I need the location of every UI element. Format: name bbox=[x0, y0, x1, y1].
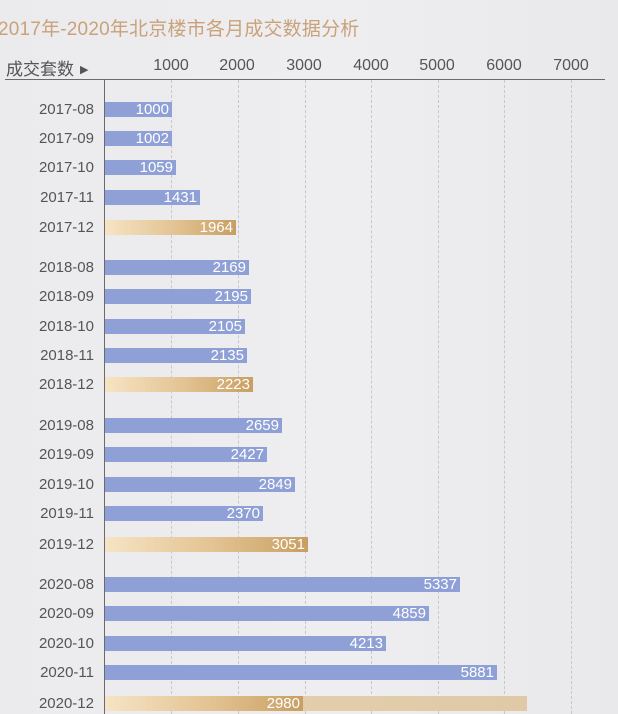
bar-value-label: 1431 bbox=[163, 189, 197, 206]
bar-december: 3051 bbox=[105, 536, 308, 553]
x-axis-line bbox=[5, 79, 605, 80]
category-label: 2020-11 bbox=[40, 664, 94, 681]
category-label: 2017-10 bbox=[38, 159, 94, 176]
category-label: 2017-11 bbox=[40, 189, 94, 206]
bar-value-label: 2659 bbox=[245, 417, 279, 434]
category-label: 2018-12 bbox=[38, 376, 94, 393]
bar-value-label: 4213 bbox=[349, 635, 383, 652]
bar: 2169 bbox=[105, 259, 249, 276]
category-label: 2018-11 bbox=[40, 347, 94, 364]
bar: 1002 bbox=[105, 130, 172, 147]
category-label: 2019-11 bbox=[40, 505, 94, 522]
chart-title: 2017年-2020年北京楼市各月成交数据分析 bbox=[0, 19, 360, 40]
bar-value-label: 2105 bbox=[208, 318, 242, 335]
triangle-right-icon: ▶ bbox=[80, 64, 89, 76]
bar-value-label: 1000 bbox=[135, 101, 169, 118]
bar: 2105 bbox=[105, 318, 245, 335]
x-tick: 3000 bbox=[286, 57, 322, 74]
bar: 2659 bbox=[105, 417, 282, 434]
bar: 5881 bbox=[105, 664, 497, 681]
bar-december: 1964 bbox=[105, 219, 236, 236]
bar: 1431 bbox=[105, 189, 200, 206]
bar-value-label: 4859 bbox=[392, 605, 426, 622]
bar-value-label: 5881 bbox=[460, 664, 494, 681]
y-axis-header: 成交套数 ▶ bbox=[6, 55, 88, 80]
gridline bbox=[171, 80, 172, 714]
gridline bbox=[571, 80, 572, 714]
x-tick: 2000 bbox=[219, 57, 255, 74]
category-label: 2017-12 bbox=[38, 219, 94, 236]
bar: 2135 bbox=[105, 347, 247, 364]
category-label: 2019-10 bbox=[38, 476, 94, 493]
bar-december: 2223 bbox=[105, 376, 253, 393]
category-label: 2017-09 bbox=[38, 130, 94, 147]
category-label: 2018-08 bbox=[38, 259, 94, 276]
bar: 4213 bbox=[105, 635, 386, 652]
bar: 1059 bbox=[105, 159, 176, 176]
category-label: 2020-09 bbox=[38, 605, 94, 622]
category-label: 2018-10 bbox=[38, 318, 94, 335]
x-tick: 4000 bbox=[353, 57, 389, 74]
category-label: 2017-08 bbox=[38, 101, 94, 118]
bar-value-label: 3051 bbox=[271, 536, 305, 553]
bar-value-label: 1002 bbox=[135, 130, 169, 147]
category-label: 2019-09 bbox=[38, 446, 94, 463]
bar-value-label: 1964 bbox=[199, 219, 233, 236]
gridline bbox=[438, 80, 439, 714]
category-label: 2018-09 bbox=[38, 288, 94, 305]
category-label: 2020-10 bbox=[38, 635, 94, 652]
y-axis-line bbox=[104, 80, 105, 714]
gridline bbox=[371, 80, 372, 714]
bar-value-label: 2370 bbox=[226, 505, 260, 522]
bar-value-label: 2169 bbox=[212, 259, 246, 276]
x-tick: 5000 bbox=[419, 57, 455, 74]
category-label: 2019-12 bbox=[38, 536, 94, 553]
x-tick: 7000 bbox=[553, 57, 589, 74]
x-tick: 6000 bbox=[486, 57, 522, 74]
bar: 1000 bbox=[105, 101, 172, 118]
category-label: 2020-08 bbox=[38, 576, 94, 593]
bar-value-label: 5337 bbox=[423, 576, 457, 593]
bar: 2370 bbox=[105, 505, 263, 522]
y-axis-header-label: 成交套数 bbox=[6, 60, 74, 79]
bar-value-label: 2980 bbox=[266, 695, 300, 712]
bar: 2849 bbox=[105, 476, 295, 493]
category-label: 2020-12 bbox=[38, 695, 94, 712]
bar-value-label: 2195 bbox=[214, 288, 248, 305]
bar: 2427 bbox=[105, 446, 267, 463]
category-label: 2019-08 bbox=[38, 417, 94, 434]
gridline bbox=[504, 80, 505, 714]
bar-value-label: 2135 bbox=[210, 347, 244, 364]
bar-value-label: 2223 bbox=[216, 376, 250, 393]
bar: 5337 bbox=[105, 576, 460, 593]
gridline bbox=[305, 80, 306, 714]
bar: 4859 bbox=[105, 605, 429, 622]
bar-december: 2980 bbox=[105, 695, 303, 712]
bar: 2195 bbox=[105, 288, 251, 305]
bar-value-label: 2427 bbox=[230, 446, 264, 463]
bar-value-label: 2849 bbox=[258, 476, 292, 493]
bar-value-label: 1059 bbox=[139, 159, 173, 176]
x-tick: 1000 bbox=[153, 57, 189, 74]
gridline bbox=[238, 80, 239, 714]
